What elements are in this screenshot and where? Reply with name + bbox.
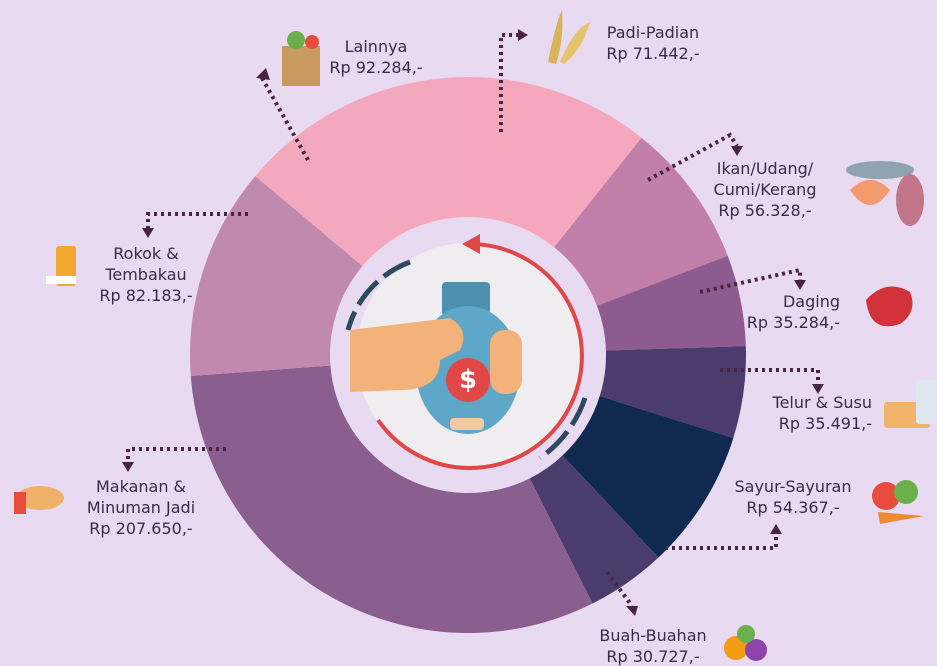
shrimp-icon: [850, 180, 890, 205]
value-label: Rp 92.284,-: [329, 58, 423, 77]
cycle-arc: [376, 242, 584, 470]
arrowhead: [626, 606, 638, 616]
veg-icon: [894, 480, 918, 504]
connectors: [126, 33, 820, 608]
slice: [255, 76, 468, 267]
veg-icon: [872, 482, 900, 510]
connector: [665, 534, 778, 550]
connector: [126, 447, 226, 462]
grocery-icon: [305, 35, 319, 49]
rice-icon: [560, 22, 590, 64]
coin: [446, 358, 490, 402]
slice-label: Sayur-Sayuran Rp 54.367,-: [718, 476, 868, 518]
fruit-icon: [745, 639, 767, 661]
cycle-arrow: [462, 234, 480, 254]
arrowhead: [122, 462, 134, 472]
grocery-icon: [287, 31, 305, 49]
slice-label: Padi-Padian Rp 71.442,-: [588, 22, 718, 64]
food-icon: [16, 486, 64, 510]
slice: [599, 346, 746, 438]
category-name: Rokok & Tembakau: [105, 244, 187, 284]
value-label: Rp 56.328,-: [718, 201, 812, 220]
connector: [647, 132, 739, 182]
cigarette-icon: [46, 276, 76, 284]
fruit-icon: [737, 625, 755, 643]
slice-label: Makanan & Minuman Jadi Rp 207.650,-: [66, 476, 216, 539]
dollar-icon: $: [459, 365, 477, 395]
arrowhead: [731, 146, 743, 156]
arrowhead: [142, 228, 154, 238]
category-name: Padi-Padian: [606, 23, 700, 42]
slice-label: Ikan/Udang/ Cumi/Kerang Rp 56.328,-: [690, 158, 840, 221]
slice-label: Lainnya Rp 92.284,-: [306, 36, 446, 78]
slice-label: Rokok & Tembakau Rp 82.183,-: [86, 243, 206, 306]
slice-label: Daging Rp 35.284,-: [720, 291, 840, 333]
icons: [14, 10, 936, 661]
grocery-icon: [282, 46, 320, 86]
center: $: [345, 234, 588, 470]
arrowhead: [256, 68, 270, 80]
value-label: Rp 54.367,-: [746, 498, 840, 517]
category-name: Telur & Susu: [772, 393, 872, 412]
coin-stack: [450, 418, 484, 430]
arrowhead: [794, 280, 806, 290]
category-name: Sayur-Sayuran: [734, 477, 852, 496]
category-name: Ikan/Udang/ Cumi/Kerang: [713, 159, 817, 199]
connector: [260, 77, 310, 161]
connector: [605, 570, 634, 608]
slice-label: Buah-Buahan Rp 30.727,-: [578, 625, 728, 666]
value-label: Rp 35.491,-: [778, 414, 872, 433]
value-label: Rp 30.727,-: [606, 647, 700, 666]
arrowhead: [770, 524, 782, 534]
slice: [190, 365, 593, 633]
category-name: Daging: [782, 292, 840, 311]
hand: [350, 318, 464, 392]
cycle-dash: [345, 259, 411, 331]
milk-icon: [916, 380, 936, 424]
connector: [720, 368, 820, 384]
fingers: [490, 330, 522, 394]
rice-icon: [548, 10, 563, 64]
category-name: Lainnya: [344, 37, 408, 56]
category-name: Buah-Buahan: [599, 626, 707, 645]
slice: [529, 455, 659, 604]
cycle-dash: [538, 397, 588, 461]
slice: [562, 396, 734, 558]
arrowhead: [518, 29, 528, 41]
donut: [189, 76, 746, 633]
slice: [596, 255, 746, 351]
slice: [468, 77, 642, 248]
value-label: Rp 71.442,-: [606, 44, 700, 63]
arrowhead: [812, 384, 824, 394]
veg-icon: [878, 512, 924, 524]
fish-icon: [846, 161, 914, 179]
slice: [554, 137, 728, 306]
squid-icon: [896, 174, 924, 226]
value-label: Rp 207.650,-: [89, 519, 193, 538]
arrowheads: [122, 29, 824, 616]
category-name: Makanan & Minuman Jadi: [86, 477, 196, 517]
connector: [146, 212, 248, 228]
meat-icon: [866, 286, 913, 327]
value-label: Rp 35.284,-: [746, 313, 840, 332]
value-label: Rp 82.183,-: [99, 286, 193, 305]
slice-label: Telur & Susu Rp 35.491,-: [720, 392, 872, 434]
slice: [189, 175, 363, 377]
food-icon: [14, 492, 26, 514]
